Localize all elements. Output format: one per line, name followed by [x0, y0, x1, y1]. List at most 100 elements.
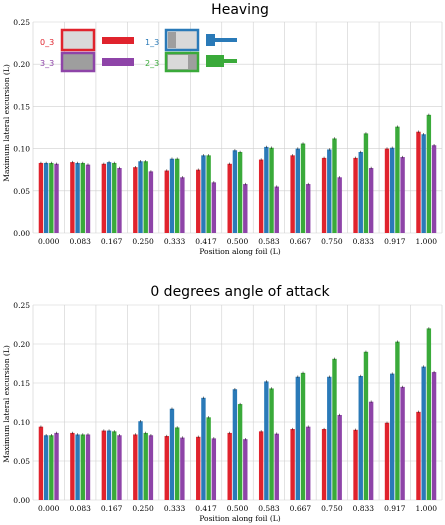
bar-1_3: [169, 408, 175, 500]
legend-swatch-3_3: [102, 58, 134, 66]
bar-2_3: [80, 434, 85, 500]
y-axis-label: Maximum lateral excursion (L): [2, 345, 11, 463]
bar-3_3: [368, 401, 374, 500]
bar-1_3: [327, 376, 332, 500]
bar-0_3: [416, 411, 421, 500]
x-tick-label: 0.500: [227, 237, 249, 246]
x-tick-label: 0.833: [353, 504, 375, 513]
x-tick-label: 0.917: [384, 504, 406, 513]
bar-1_3: [138, 161, 143, 233]
x-tick-label: 0.583: [258, 237, 280, 246]
bar-2_3: [206, 417, 211, 500]
x-tick-label: 0.083: [69, 504, 91, 513]
x-tick-label: 0.833: [353, 237, 375, 246]
bar-1_3: [295, 148, 301, 233]
x-tick-label: 0.917: [384, 237, 406, 246]
bar-1_3: [390, 147, 395, 233]
x-tick-label: 0.417: [195, 237, 217, 246]
bar-2_3: [395, 126, 400, 233]
bar-1_3: [358, 375, 363, 500]
bar-2_3: [395, 341, 400, 500]
tick-labels: 0.00 0.05 0.10 0.15 0.20 0.25 0.000 0.083 0.167 0…: [13, 18, 437, 246]
bar-0_3: [38, 162, 44, 233]
bar-3_3: [85, 164, 91, 233]
bar-0_3: [38, 426, 44, 500]
bar-0_3: [164, 436, 169, 500]
bar-0_3: [416, 131, 421, 233]
legend: 0_3 1_3 3_3 2_3: [40, 28, 237, 73]
chart-title: Heaving: [211, 2, 269, 18]
legend-label-0_3: 0_3: [40, 38, 54, 47]
bar-3_3: [180, 177, 185, 233]
bar-2_3: [143, 161, 148, 233]
bars: [38, 327, 437, 500]
bar-2_3: [49, 162, 54, 233]
legend-box-2_3-fill: [168, 55, 188, 69]
bar-2_3: [237, 151, 243, 233]
x-tick-label: 0.167: [101, 504, 123, 513]
x-axis-label: Position along foil (L): [199, 514, 280, 523]
bar-1_3: [421, 366, 426, 500]
x-tick-label: 0.000: [38, 237, 60, 246]
bar-1_3: [201, 397, 206, 500]
bar-0_3: [196, 436, 201, 500]
bar-2_3: [363, 351, 369, 500]
legend-swatch-0_3: [102, 37, 134, 44]
x-tick-label: 0.250: [132, 504, 154, 513]
bar-3_3: [117, 435, 122, 500]
bar-0_3: [227, 163, 232, 233]
bar-1_3: [327, 149, 332, 233]
bar-1_3: [43, 435, 49, 500]
bar-2_3: [112, 162, 117, 233]
gridlines: [32, 304, 443, 501]
bar-1_3: [421, 134, 426, 233]
x-tick-label: 0.250: [132, 237, 154, 246]
y-tick-label: 0.15: [13, 102, 30, 111]
bar-0_3: [353, 157, 358, 233]
bar-3_3: [400, 386, 405, 500]
bar-1_3: [43, 162, 49, 233]
bar-0_3: [101, 430, 107, 500]
bar-1_3: [106, 162, 112, 233]
legend-swatch-2_3-tail: [224, 59, 237, 63]
y-tick-label: 0.00: [13, 229, 30, 238]
y-tick-label: 0.20: [13, 60, 30, 69]
x-tick-label: 0.000: [38, 504, 60, 513]
bar-0_3: [101, 163, 107, 233]
x-tick-label: 0.667: [290, 237, 312, 246]
chart-title: 0 degrees angle of attack: [150, 284, 330, 300]
legend-box-3_3: [60, 51, 96, 73]
bar-2_3: [269, 388, 274, 500]
legend-box-1_3-fill: [168, 32, 176, 48]
bar-0_3: [133, 434, 138, 500]
bar-3_3: [211, 438, 217, 500]
bar-2_3: [426, 328, 432, 500]
legend-swatch-1_3-tail: [215, 38, 237, 42]
legend-label-3_3: 3_3: [40, 59, 54, 68]
bar-2_3: [80, 162, 85, 233]
bar-2_3: [49, 435, 54, 500]
y-axis-label: Maximum lateral excursion (L): [2, 64, 11, 182]
bar-0_3: [70, 432, 75, 500]
bar-3_3: [54, 163, 59, 233]
bar-1_3: [138, 421, 143, 500]
legend-box-0_3: [60, 28, 96, 52]
bar-2_3: [143, 432, 148, 500]
x-tick-label: 0.417: [195, 504, 217, 513]
bar-3_3: [243, 439, 248, 500]
bar-3_3: [337, 414, 342, 500]
bar-2_3: [300, 372, 306, 500]
bar-0_3: [133, 167, 138, 233]
bar-3_3: [368, 168, 374, 233]
bar-0_3: [321, 157, 327, 233]
y-tick-label: 0.05: [13, 187, 30, 196]
bar-1_3: [232, 150, 238, 233]
bar-2_3: [269, 147, 274, 233]
legend-entry-1_3: 1_3: [145, 28, 237, 52]
y-tick-label: 0.05: [13, 457, 30, 466]
x-tick-label: 0.500: [227, 504, 249, 513]
bar-0_3: [70, 162, 75, 233]
bar-3_3: [337, 177, 342, 233]
bar-3_3: [180, 437, 185, 500]
